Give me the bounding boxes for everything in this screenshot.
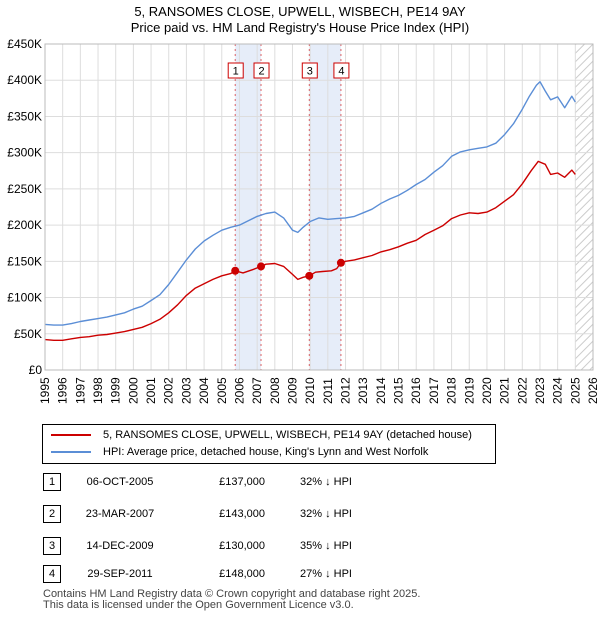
property-line: [44, 160, 576, 341]
x-tick-label: 2001: [144, 377, 158, 404]
sale-hpi-diff: 35% ↓ HPI: [300, 540, 352, 552]
legend-item-property: 5, RANSOMES CLOSE, UPWELL, WISBECH, PE14…: [51, 428, 472, 443]
y-tick-label: £50K: [14, 327, 42, 341]
x-tick-label: 2020: [480, 377, 494, 404]
legend-item-hpi: HPI: Average price, detached house, King…: [51, 445, 428, 460]
y-tick-label: £100K: [7, 291, 42, 305]
plot-frame: [44, 43, 594, 371]
y-tick-label: £450K: [7, 37, 42, 51]
legend: 5, RANSOMES CLOSE, UPWELL, WISBECH, PE14…: [42, 424, 496, 464]
x-tick-label: 2008: [268, 377, 282, 404]
table-row: 4 29-SEP-2011 £148,000 27% ↓ HPI: [0, 564, 600, 584]
sale-hpi-diff: 32% ↓ HPI: [300, 476, 352, 488]
sale-date: 06-OCT-2005: [86, 476, 154, 488]
x-tick-label: 1999: [109, 377, 123, 404]
legend-label-hpi: HPI: Average price, detached house, King…: [103, 446, 429, 458]
chart-subtitle: Price paid vs. HM Land Registry's House …: [130, 20, 470, 35]
sale-point: [257, 262, 266, 271]
sale-price: £148,000: [219, 568, 265, 580]
x-tick-label: 2012: [339, 377, 353, 404]
table-row: 1 06-OCT-2005 £137,000 32% ↓ HPI: [0, 472, 600, 492]
x-tick-label: 2019: [462, 377, 476, 404]
x-tick-label: 2011: [321, 378, 335, 404]
x-tick-label: 2017: [427, 377, 441, 404]
x-tick-label: 2016: [409, 377, 423, 404]
x-tick-label: 2007: [250, 377, 264, 404]
sale-point: [336, 258, 345, 267]
x-tick-label: 2018: [445, 377, 459, 404]
y-tick-label: £0: [29, 363, 43, 377]
x-tick-label: 2014: [374, 377, 388, 404]
x-tick-label: 2000: [126, 377, 140, 404]
sale-number: 4: [43, 565, 61, 583]
x-tick-label: 2006: [232, 377, 246, 404]
x-tick-label: 1995: [38, 377, 52, 404]
sale-marker-label: 1: [233, 66, 239, 78]
x-tick-label: 2022: [515, 377, 529, 404]
x-tick-label: 2003: [179, 377, 193, 404]
sale-point: [231, 266, 240, 275]
sale-price: £143,000: [219, 508, 265, 520]
x-tick-label: 1996: [56, 377, 70, 404]
y-tick-label: £200K: [7, 218, 42, 232]
legend-swatch-blue: [51, 451, 91, 454]
sale-hpi-diff: 27% ↓ HPI: [300, 568, 352, 580]
y-tick-label: £300K: [7, 146, 42, 160]
x-tick-label: 2010: [303, 377, 317, 404]
chart-title-block: 5, RANSOMES CLOSE, UPWELL, WISBECH, PE14…: [0, 4, 600, 36]
sale-marker-label: 3: [307, 66, 313, 78]
x-tick-label: 1998: [91, 377, 105, 404]
sale-hpi-diff: 32% ↓ HPI: [300, 508, 352, 520]
y-tick-label: £350K: [7, 109, 42, 123]
x-tick-label: 2021: [498, 377, 512, 404]
x-tick-label: 2015: [392, 377, 406, 404]
sale-price: £137,000: [219, 476, 265, 488]
x-tick-label: 2005: [215, 377, 229, 404]
price-chart: 1 2 3 4 £0 £50K £100K £150K £200K £250K £300K £350K…: [7, 37, 600, 404]
footer: Contains HM Land Registry data © Crown c…: [43, 589, 420, 611]
sale-period-shade: [309, 44, 341, 370]
x-tick-label: 2009: [285, 377, 299, 404]
y-tick-label: £250K: [7, 182, 42, 196]
sale-marker-box: [301, 62, 318, 79]
y-tick-label: £150K: [7, 254, 42, 268]
sale-point: [305, 271, 314, 280]
sale-marker-box: [333, 62, 350, 79]
sale-number: 2: [43, 505, 61, 523]
x-tick-label: 2026: [586, 377, 600, 404]
x-tick-label: 2004: [197, 377, 211, 404]
x-tick-label: 1997: [73, 377, 87, 404]
sale-marker-label: 2: [258, 66, 264, 78]
sale-number: 1: [43, 473, 61, 491]
sale-marker-box: [227, 62, 244, 79]
x-tick-label: 2013: [356, 377, 370, 404]
chart-title: 5, RANSOMES CLOSE, UPWELL, WISBECH, PE14…: [134, 4, 466, 19]
sale-date: 14-DEC-2009: [86, 540, 154, 552]
x-tick-label: 2025: [568, 377, 582, 404]
hpi-line: [44, 80, 576, 326]
sale-marker-box: [253, 62, 270, 79]
sale-price: £130,000: [219, 540, 265, 552]
x-tick-label: 2002: [162, 377, 176, 404]
sale-date: 29-SEP-2011: [87, 568, 153, 580]
sale-marker-label: 4: [338, 66, 344, 78]
x-tick-label: 2023: [533, 377, 547, 404]
table-row: 2 23-MAR-2007 £143,000 32% ↓ HPI: [0, 504, 600, 524]
y-tick-label: £400K: [7, 73, 42, 87]
legend-swatch-red: [51, 434, 91, 437]
legend-label-property: 5, RANSOMES CLOSE, UPWELL, WISBECH, PE14…: [103, 429, 472, 441]
projection-hatch: [575, 44, 593, 370]
x-tick-label: 2024: [551, 377, 565, 404]
table-row: 3 14-DEC-2009 £130,000 35% ↓ HPI: [0, 536, 600, 556]
footer-copyright: Contains HM Land Registry data © Crown c…: [43, 588, 421, 600]
sale-date: 23-MAR-2007: [85, 508, 155, 520]
footer-licence: This data is licensed under the Open Gov…: [43, 599, 354, 611]
sale-number: 3: [43, 537, 61, 555]
